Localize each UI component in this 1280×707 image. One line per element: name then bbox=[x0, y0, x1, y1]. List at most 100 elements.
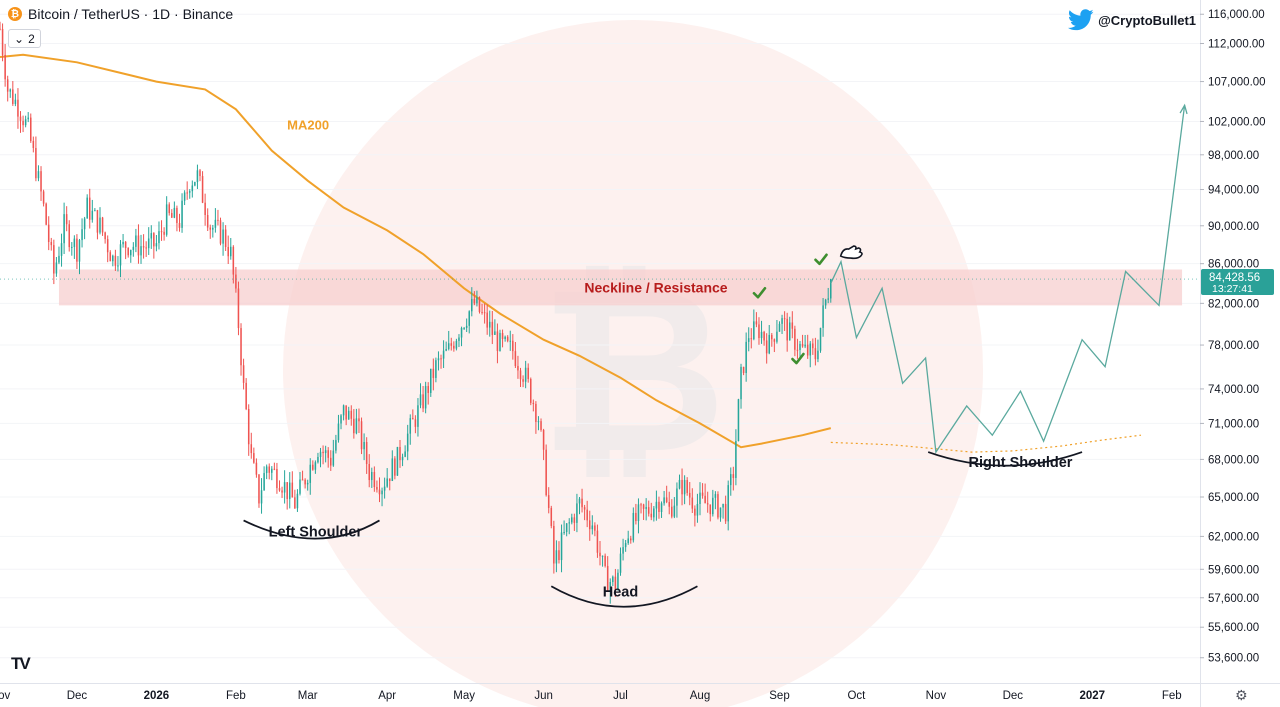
candle-body bbox=[30, 117, 32, 141]
candle-body bbox=[624, 543, 627, 548]
candle-body bbox=[653, 508, 655, 518]
candle-body bbox=[655, 501, 658, 509]
candle-body bbox=[155, 243, 158, 247]
candle-body bbox=[788, 322, 791, 341]
y-tick-label: 94,000.00 bbox=[1208, 185, 1259, 197]
candle-body bbox=[206, 215, 209, 228]
x-tick-label: Jun bbox=[534, 690, 553, 702]
pattern-label: Right Shoulder bbox=[969, 455, 1073, 471]
candle-body bbox=[550, 507, 553, 526]
candle-body bbox=[78, 240, 81, 262]
candle-body bbox=[299, 479, 301, 494]
candle-body bbox=[822, 305, 824, 328]
twitter-bird-icon bbox=[1068, 9, 1094, 31]
y-tick-label: 65,000.00 bbox=[1208, 492, 1259, 504]
candle-body bbox=[91, 210, 94, 220]
candle-body bbox=[286, 482, 288, 499]
neckline-resistance-band: Neckline / Resistance bbox=[58, 269, 1183, 306]
symbol-header[interactable]: ₿ Bitcoin / TetherUS · 1D · Binance bbox=[8, 6, 233, 22]
candle-body bbox=[553, 525, 555, 564]
candle-body bbox=[530, 378, 532, 403]
candle-body bbox=[176, 207, 178, 224]
candle-body bbox=[217, 219, 219, 221]
candle-body bbox=[786, 318, 788, 341]
candle-body bbox=[96, 210, 99, 233]
candle-body bbox=[588, 520, 591, 530]
candle-body bbox=[235, 274, 237, 289]
candle-body bbox=[440, 358, 442, 360]
candle-body bbox=[230, 246, 232, 257]
indicators-toggle[interactable]: ⌄ 2 bbox=[8, 29, 41, 48]
candle-body bbox=[755, 321, 758, 325]
candle-body bbox=[719, 507, 722, 518]
candle-body bbox=[17, 99, 19, 117]
candle-body bbox=[327, 450, 329, 458]
candle-body bbox=[55, 262, 58, 274]
candle-body bbox=[196, 170, 199, 183]
y-tick-label: 57,600.00 bbox=[1208, 593, 1259, 605]
projected-path-line bbox=[830, 105, 1186, 454]
candle-body bbox=[794, 328, 796, 350]
candle-body bbox=[612, 576, 614, 583]
ma200-curve bbox=[0, 53, 832, 449]
candle-body bbox=[219, 220, 222, 244]
candle-body bbox=[37, 171, 40, 179]
candle-body bbox=[191, 185, 194, 192]
candle-body bbox=[465, 325, 468, 328]
x-tick-label: Dec bbox=[67, 690, 88, 702]
candle-body bbox=[742, 366, 745, 373]
gear-icon[interactable]: ⚙ bbox=[1235, 687, 1248, 703]
candle-body bbox=[830, 279, 832, 299]
x-tick-label: Feb bbox=[1162, 690, 1182, 702]
candle-body bbox=[694, 508, 696, 516]
bitcoin-coin-icon: ₿ bbox=[8, 7, 22, 21]
time-axis[interactable]: Nov Dec 2026 Feb Mar Apr May Jun Jul Aug Sep Oct Nov… bbox=[0, 683, 1280, 703]
chevron-down-icon: ⌄ bbox=[14, 31, 25, 46]
candle-body bbox=[558, 550, 560, 561]
y-tick-label: 98,000.00 bbox=[1208, 150, 1259, 162]
x-tick-label: Nov bbox=[926, 690, 947, 702]
y-tick-label: 82,000.00 bbox=[1208, 298, 1259, 310]
candle-body bbox=[104, 232, 106, 240]
candle-body bbox=[704, 495, 706, 504]
candle-body bbox=[688, 492, 691, 498]
candle-body bbox=[199, 170, 201, 177]
candle-body bbox=[181, 200, 183, 228]
candle-body bbox=[532, 402, 535, 404]
candle-body bbox=[496, 331, 499, 351]
candle-body bbox=[542, 429, 545, 450]
x-tick-label: Sep bbox=[769, 690, 789, 702]
candle-body bbox=[358, 418, 360, 422]
symbol-title[interactable]: Bitcoin / TetherUS · 1D · Binance bbox=[28, 6, 234, 22]
candle-body bbox=[824, 299, 827, 306]
candle-body bbox=[342, 405, 345, 416]
candle-body bbox=[101, 217, 104, 233]
candle-body bbox=[409, 418, 412, 434]
candle-body bbox=[86, 197, 88, 219]
candle-body bbox=[463, 327, 465, 329]
candle-body bbox=[501, 333, 504, 339]
candle-body bbox=[673, 505, 676, 517]
candle-body bbox=[696, 504, 699, 516]
candle-body bbox=[635, 512, 637, 522]
candle-body bbox=[796, 349, 799, 351]
candle-body bbox=[283, 482, 286, 493]
candle-body bbox=[583, 507, 586, 510]
handle-text: @CryptoBullet1 bbox=[1098, 12, 1196, 28]
candle-body bbox=[604, 555, 606, 566]
candle-body bbox=[778, 323, 781, 332]
shoulder-arc bbox=[550, 585, 698, 608]
candle-body bbox=[691, 497, 694, 509]
candle-body bbox=[330, 457, 332, 466]
candle-body bbox=[188, 191, 191, 193]
candle-body bbox=[483, 312, 486, 314]
neckline-label: Neckline / Resistance bbox=[584, 279, 727, 295]
candle-body bbox=[727, 485, 729, 522]
candle-body bbox=[127, 248, 129, 256]
candle-body bbox=[471, 298, 473, 312]
candle-body bbox=[273, 468, 276, 470]
candle-body bbox=[301, 479, 304, 481]
candle-body bbox=[806, 344, 809, 356]
